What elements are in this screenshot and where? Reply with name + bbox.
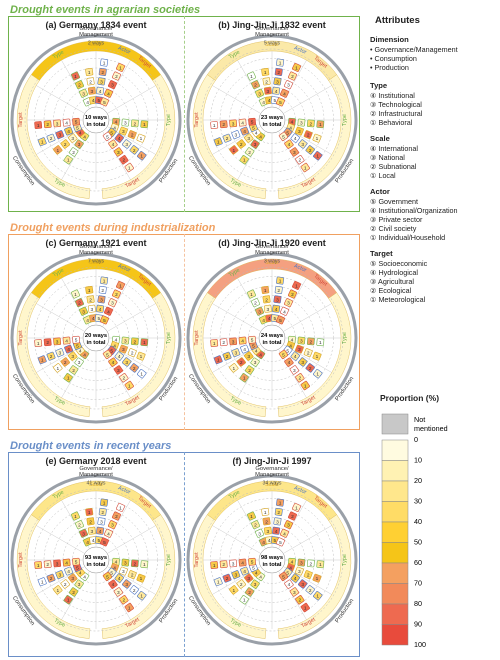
panel-title-f: (f) Jing-Jin-Ji 1997 [232,456,312,466]
legend-type-item: ① Behavioral [370,117,413,127]
scale-swatch [381,521,409,543]
legend-target: Target ⑤ Socioeconomic ④ Hydrological ③ … [370,249,428,304]
panel-title-e: (e) Germany 2018 event [45,456,147,466]
legend-scale: Scale ④ International ③ National ② Subna… [370,134,418,181]
legend-scale-item: ④ International [370,143,418,153]
scale-tick-label: 40 [414,517,422,526]
legend-actor: Actor ⑤ Government ④ Institutional/Organ… [370,187,458,242]
legend-scale-item: ③ National [370,152,405,162]
scale-swatch [381,562,409,584]
scale-tick-label: 60 [414,558,422,567]
scale-tick-label: 30 [414,497,422,506]
legend-dimension-item: • Consumption [370,53,417,63]
scale-not-mentioned-label-line2: mentioned [414,424,448,433]
panel-title-b: (b) Jing-Jin-Ji 1832 event [218,20,326,30]
scale-tick-label: 70 [414,579,422,588]
scale-tick-label: 50 [414,538,422,547]
legend-actor-heading: Actor [370,187,390,196]
legend-scale-heading: Scale [370,134,390,143]
legend-type: Type ④ Institutional ③ Technological ② I… [370,81,423,128]
legend-scale-item: ② Subnational [370,161,417,171]
scale-tick-label: 10 [414,456,422,465]
legend-target-item: ① Meteorological [370,294,426,304]
legend-actor-item: ⑤ Government [370,196,418,206]
legend-target-item: ② Ecological [370,285,412,295]
scale-swatch [381,460,409,482]
section-divider-recent [184,452,185,657]
legend-actor-item: ④ Institutional/Organization [370,205,458,215]
scale-swatch [381,439,409,461]
section-title-agrarian: Drought events in agrarian societies [10,4,201,16]
scale-tick-label: 100 [414,640,426,649]
legend-title: Attributes [375,15,420,26]
scale-swatch [381,583,409,605]
panel-title-a: (a) Germany 1834 event [45,20,147,30]
legend-target-heading: Target [370,249,393,258]
proportion-scale-title: Proportion (%) [380,393,440,403]
legend-type-heading: Type [370,81,388,90]
section-title-industrial: Drought events during industrialization [10,222,216,234]
scale-tick-label: 0 [414,435,418,444]
scale-not-mentioned-swatch [381,413,409,435]
legend-dimension: Dimension • Governance/Management • Cons… [370,35,458,73]
scale-swatch [381,542,409,564]
legend-target-item: ⑤ Socioeconomic [370,258,428,268]
legend-type-item: ④ Institutional [370,90,415,100]
scale-tick-label: 90 [414,620,422,629]
scale-tick-label: 20 [414,476,422,485]
legend-dimension-item: • Governance/Management [370,44,458,54]
scale-swatch [381,603,409,625]
legend-dimension-item: • Production [370,62,409,72]
legend-dimension-heading: Dimension [370,35,409,44]
section-divider-agrarian [184,16,185,212]
scale-not-mentioned-label: Not [414,415,425,424]
legend-scale-item: ① Local [370,170,396,180]
scale-swatch [381,501,409,523]
legend-target-item: ③ Agricultural [370,276,414,286]
legend-actor-item: ② Civil society [370,223,417,233]
scale-swatch [381,480,409,502]
legend-type-item: ② Infrastructural [370,108,423,118]
legend-actor-item: ① Individual/Household [370,232,446,242]
legend-actor-item: ③ Private sector [370,214,423,224]
scale-tick-label: 80 [414,599,422,608]
section-divider-industrial [184,234,185,430]
legend-type-item: ③ Technological [370,99,422,109]
panel-title-d: (d) Jing-Jin-Ji 1920 event [218,238,326,248]
legend-target-item: ④ Hydrological [370,267,418,277]
section-title-recent: Drought events in recent years [10,440,172,452]
panel-title-c: (c) Germany 1921 event [45,238,147,248]
scale-swatch [381,624,409,646]
